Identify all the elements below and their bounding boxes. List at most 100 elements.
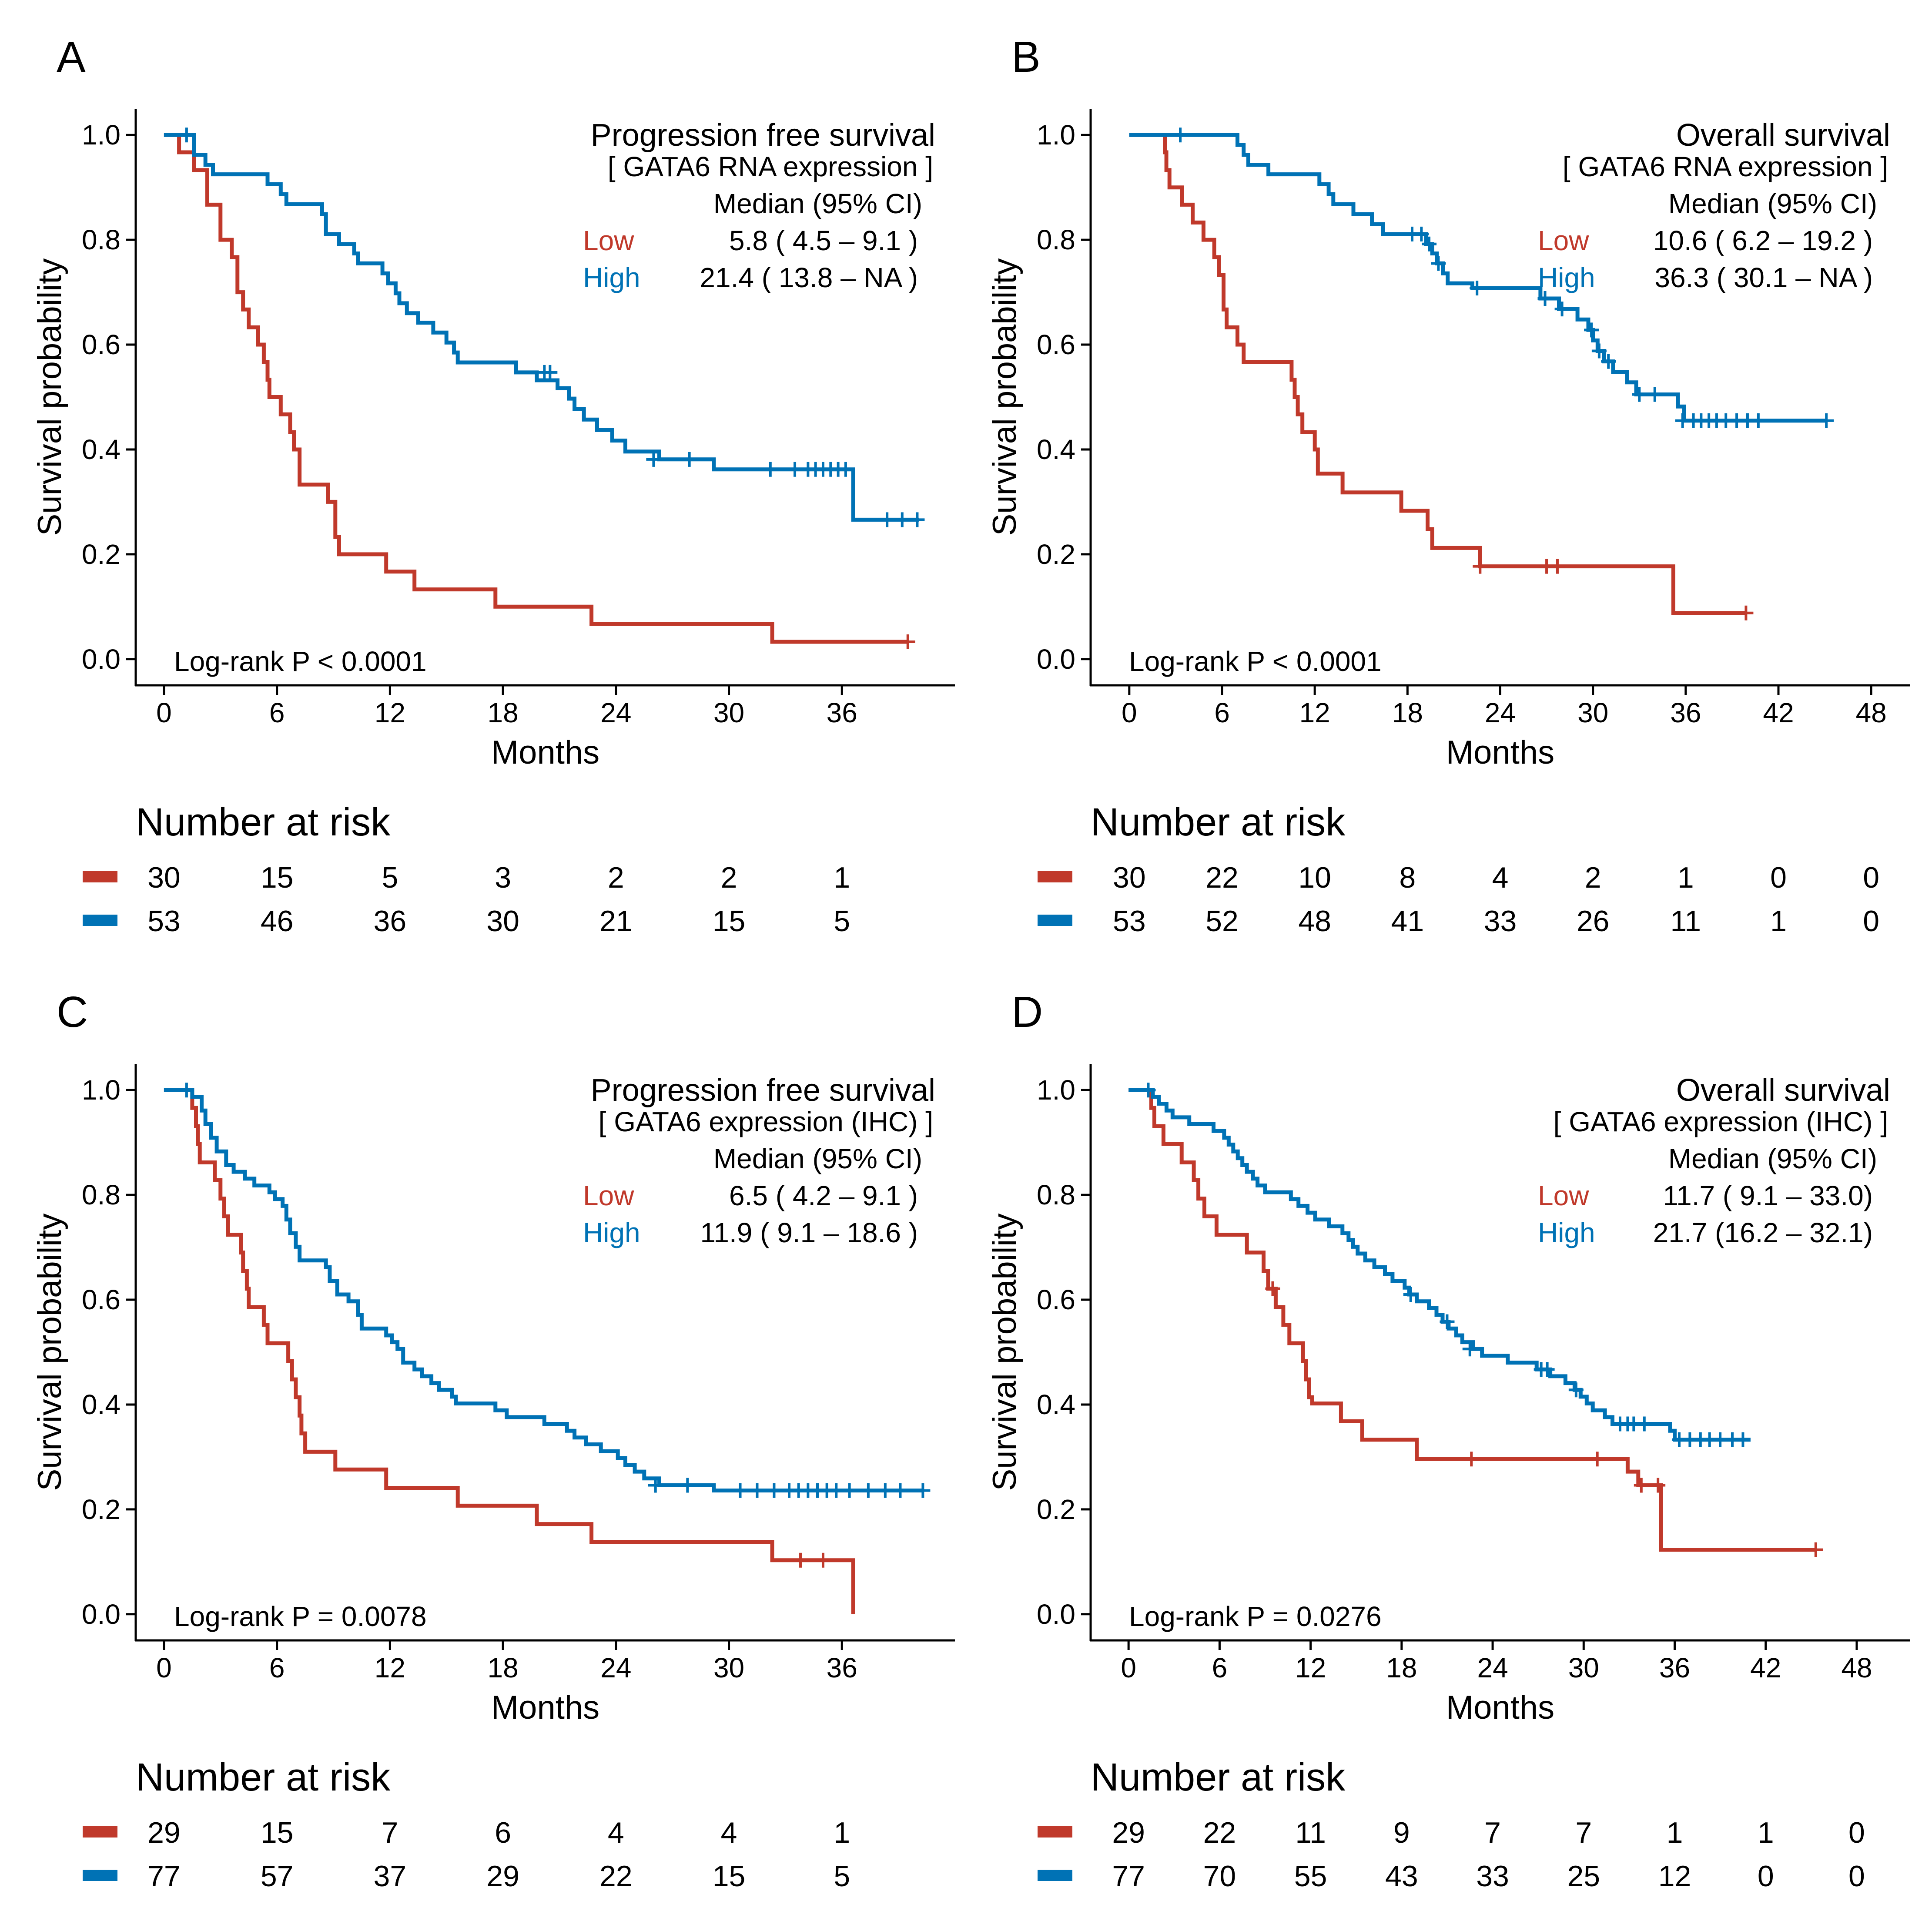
risk-count: 46 [261,905,294,938]
risk-legend-swatch-low [1038,871,1072,882]
legend-label-high: High [1538,262,1595,293]
x-tick-label: 42 [1750,1652,1781,1683]
risk-count: 5 [382,861,398,894]
panel-c: C 0.0 0.2 0.4 0.6 0.8 1.0 0 6 12 18 24 30 36 Months Sur… [31,988,955,1893]
legend-label-high: High [583,262,640,293]
censor-mark [793,1553,808,1568]
x-tick-label: 30 [1568,1652,1599,1683]
x-tick-label: 42 [1763,697,1794,728]
x-tick-label: 0 [1122,697,1137,728]
x-tick-label: 24 [1485,697,1516,728]
median-header: Median (95% CI) [713,188,922,219]
risk-legend-swatch-high [1038,915,1072,926]
risk-count: 30 [1113,861,1146,894]
censor-mark [1738,605,1754,620]
risk-count: 1 [1758,1816,1774,1849]
censor-mark [880,512,895,527]
risk-count: 0 [1770,861,1787,894]
x-tick-label: 24 [1477,1652,1508,1683]
risk-count: 9 [1393,1816,1410,1849]
risk-legend-swatch-low [83,871,117,882]
censor-mark [1265,1281,1280,1296]
censor-mark [1819,413,1834,428]
risk-count: 5 [834,1860,850,1893]
risk-count: 0 [1848,1860,1865,1893]
risk-count: 53 [147,905,181,938]
risk-count: 22 [599,1860,633,1893]
risk-table-title: Number at risk [136,801,391,844]
risk-count: 1 [834,1816,850,1849]
chart-subtitle: [ GATA6 RNA expression ] [1563,151,1888,182]
x-tick-label: 0 [1121,1652,1136,1683]
censor-mark [787,462,803,477]
median-value-low: 11.7 ( 9.1 – 33.0) [1663,1180,1873,1211]
legend-label-low: Low [1538,1180,1589,1211]
risk-count: 22 [1203,1816,1236,1849]
x-tick-label: 6 [269,697,285,728]
x-tick-label: 12 [375,1652,405,1683]
y-tick-label: 1.0 [82,119,121,151]
censor-mark [1473,559,1488,574]
y-axis-title: Survival probability [986,1214,1023,1491]
censor-mark [1637,1416,1652,1432]
risk-legend-swatch-high [83,1870,117,1881]
x-tick-label: 30 [713,1652,744,1683]
risk-count: 1 [834,861,850,894]
y-tick-label: 0.4 [82,434,121,465]
x-tick-label: 36 [1670,697,1701,728]
censor-mark [1590,1452,1605,1467]
risk-count: 6 [495,1816,511,1849]
y-tick-label: 0.2 [1037,539,1075,570]
y-axis-title: Survival probability [986,258,1023,536]
y-tick-label: 1.0 [1037,119,1075,151]
survival-curve-low [1129,133,1746,615]
y-tick-label: 0.4 [1037,1389,1075,1420]
risk-count: 2 [608,861,624,894]
survival-curve-low [164,1088,855,1614]
y-tick-label: 0.2 [82,539,121,570]
risk-count: 2 [721,861,737,894]
risk-count: 15 [261,861,294,894]
median-value-high: 21.7 (16.2 – 32.1) [1653,1217,1873,1248]
censor-mark [1601,354,1616,369]
y-tick-label: 0.8 [1037,1179,1075,1210]
y-tick-label: 0.0 [82,1599,121,1630]
censor-mark [894,512,910,527]
y-tick-label: 0.6 [82,1284,121,1315]
series-low [164,133,915,650]
risk-count: 2 [1585,861,1601,894]
x-tick-label: 18 [1392,697,1423,728]
x-tick-label: 18 [488,1652,519,1683]
risk-count: 10 [1298,861,1331,894]
censor-mark [877,1483,893,1498]
x-tick-label: 36 [827,697,857,728]
logrank-pvalue: Log-rank P = 0.0078 [174,1601,427,1632]
risk-count: 70 [1203,1860,1236,1893]
censor-mark [1464,1452,1479,1467]
series-high [1128,1083,1751,1447]
censor-mark [1591,343,1607,359]
risk-count: 77 [1112,1860,1145,1893]
censor-mark [733,1483,748,1498]
risk-count: 15 [713,905,746,938]
y-tick-label: 0.8 [1037,224,1075,255]
x-axis-title: Months [1446,734,1554,771]
censor-mark [1141,1083,1156,1098]
x-tick-label: 36 [1659,1652,1690,1683]
risk-count: 22 [1205,861,1239,894]
risk-count: 53 [1113,905,1146,938]
censor-mark [842,1483,857,1498]
y-tick-label: 0.2 [1037,1494,1075,1525]
risk-count: 11 [1295,1816,1326,1849]
x-tick-label: 0 [156,697,172,728]
y-tick-label: 0.0 [1037,1599,1075,1630]
panel-letter: B [1011,33,1041,81]
risk-count: 30 [147,861,181,894]
y-tick-label: 0.0 [1037,644,1075,675]
risk-legend-swatch-low [83,1826,117,1838]
censor-mark [1537,291,1553,306]
panel-letter: D [1011,988,1043,1036]
risk-count: 11 [1671,905,1701,938]
risk-count: 12 [1658,1860,1691,1893]
